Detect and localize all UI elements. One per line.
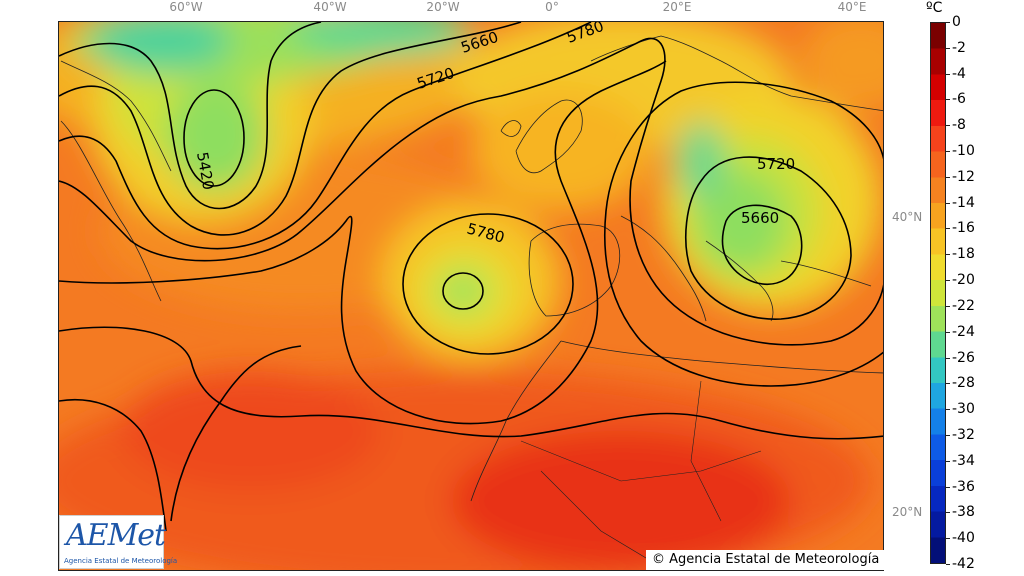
colorbar-tick-label: -24 xyxy=(946,323,975,340)
lon-label-40w: 40°W xyxy=(313,0,347,14)
contour-label-5660-east: 5660 xyxy=(741,209,779,227)
colorbar-tick-label: -20 xyxy=(946,272,975,289)
colorbar-tick-label: -38 xyxy=(946,504,975,521)
lon-label-0: 0° xyxy=(545,0,559,14)
lon-label-20w: 20°W xyxy=(426,0,460,14)
temperature-field xyxy=(59,22,883,570)
lon-label-60w: 60°W xyxy=(169,0,203,14)
colorbar-tick-label: -40 xyxy=(946,530,975,547)
colorbar-tick-label: -42 xyxy=(946,556,975,572)
lat-label-20n: 20°N xyxy=(892,505,923,519)
colorbar-tick-label: -4 xyxy=(946,65,966,82)
colorbar-tick-label: 0 xyxy=(946,14,961,30)
colorbar-unit: ºC xyxy=(926,0,943,16)
logo-name: AEMet xyxy=(66,518,166,553)
colorbar-tick-label: -34 xyxy=(946,452,975,469)
weather-map: 5420 5660 5720 5780 5780 5720 5660 xyxy=(58,21,884,571)
coastlines xyxy=(60,35,883,562)
colorbar-tick-label: -14 xyxy=(946,194,975,211)
contour-label-5720-east: 5720 xyxy=(757,155,795,173)
aemet-logo: AEMet Agencia Estatal de Meteorología xyxy=(59,515,177,569)
colorbar-tick-label: -36 xyxy=(946,478,975,495)
colorbar xyxy=(930,22,946,564)
colorbar-tick-label: -30 xyxy=(946,401,975,418)
height-contours xyxy=(59,22,883,532)
colorbar-tick-label: -32 xyxy=(946,426,975,443)
colorbar-tick-label: -2 xyxy=(946,39,966,56)
colorbar-tick-label: -6 xyxy=(946,91,966,108)
lon-label-20e: 20°E xyxy=(662,0,692,14)
colorbar-tick-label: -10 xyxy=(946,143,975,160)
colorbar-tick-label: -8 xyxy=(946,117,966,134)
colorbar-tick-label: -28 xyxy=(946,375,975,392)
colorbar-tick-label: -26 xyxy=(946,349,975,366)
copyright-notice: © Agencia Estatal de Meteorología xyxy=(646,550,886,570)
colorbar-tick-label: -16 xyxy=(946,220,975,237)
lon-label-40e: 40°E xyxy=(837,0,867,14)
colorbar-tick-label: -18 xyxy=(946,246,975,263)
lat-label-40n: 40°N xyxy=(892,210,923,224)
colorbar-tick-label: -12 xyxy=(946,168,975,185)
logo-subtitle: Agencia Estatal de Meteorología xyxy=(64,557,178,565)
colorbar-tick-label: -22 xyxy=(946,297,975,314)
weather-map-canvas: 5420 5660 5720 5780 5780 5720 5660 xyxy=(59,22,883,570)
